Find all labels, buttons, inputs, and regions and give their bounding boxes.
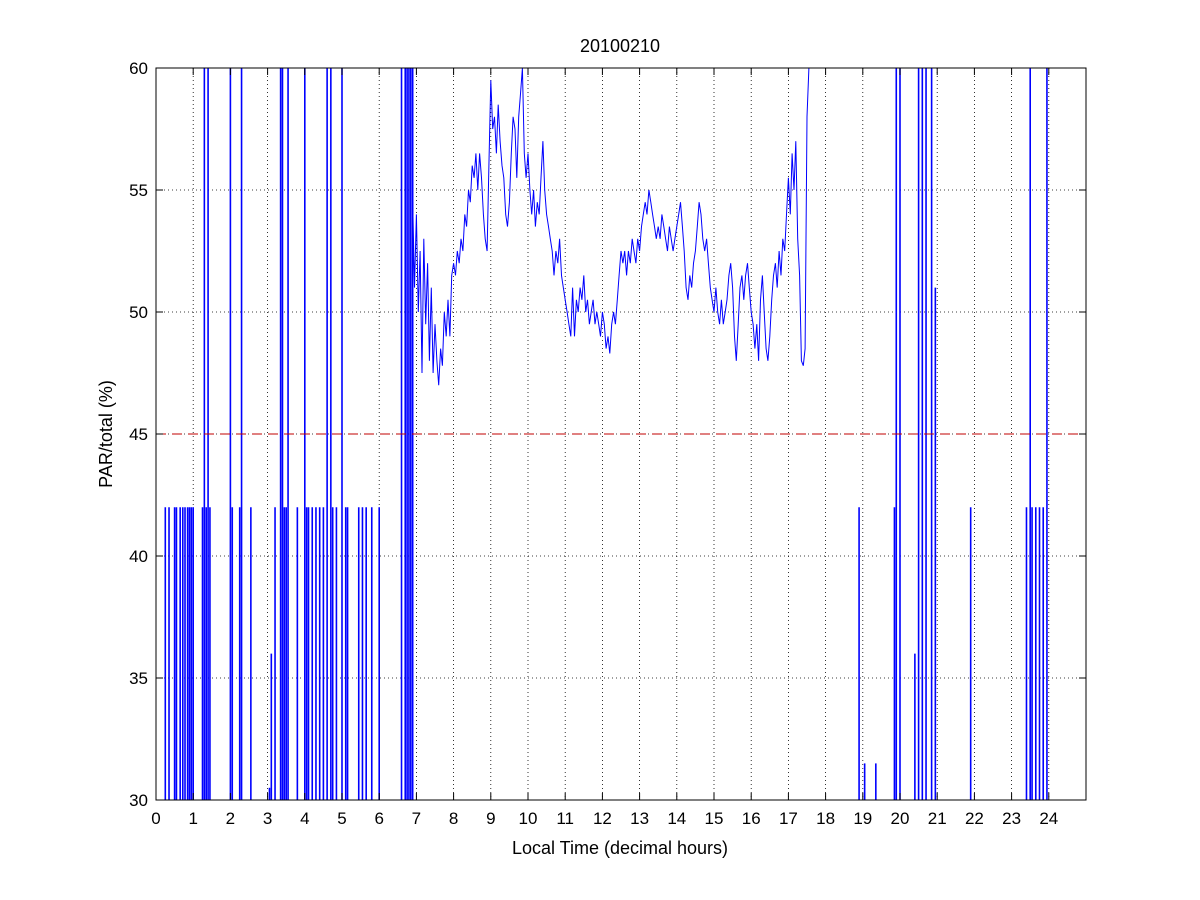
y-tick-label: 55	[129, 181, 148, 200]
x-tick-label: 5	[337, 809, 346, 828]
x-tick-label: 7	[412, 809, 421, 828]
chart-title: 20100210	[580, 36, 660, 56]
series-layer	[156, 67, 1086, 800]
x-tick-label: 8	[449, 809, 458, 828]
x-tick-label: 17	[779, 809, 798, 828]
x-tick-label: 11	[556, 809, 574, 828]
ticks: 0 1 2 3 4 5 6 7 8 9 10 11 12 13 14 15 16 17 18 19 20 21 22 23 24…	[129, 59, 1086, 828]
y-tick-label: 50	[129, 303, 148, 322]
x-tick-label: 19	[853, 809, 872, 828]
x-tick-label: 20	[891, 809, 910, 828]
y-tick-label: 60	[129, 59, 148, 78]
x-tick-label: 6	[374, 809, 383, 828]
x-tick-label: 14	[667, 809, 686, 828]
x-tick-label: 21	[928, 809, 947, 828]
x-tick-label: 13	[630, 809, 649, 828]
y-tick-label: 45	[129, 425, 148, 444]
y-tick-label: 35	[129, 669, 148, 688]
y-tick-label: 40	[129, 547, 148, 566]
x-tick-label: 3	[263, 809, 272, 828]
x-axis-label: Local Time (decimal hours)	[512, 838, 728, 858]
x-tick-label: 10	[519, 809, 538, 828]
x-tick-label: 23	[1002, 809, 1021, 828]
y-axis-label: PAR/total (%)	[96, 380, 116, 488]
x-tick-label: 2	[226, 809, 235, 828]
x-tick-label: 4	[300, 809, 309, 828]
y-tick-label: 30	[129, 791, 148, 810]
x-tick-label: 0	[151, 809, 160, 828]
x-tick-label: 18	[816, 809, 835, 828]
x-tick-label: 24	[1039, 809, 1058, 828]
x-tick-label: 15	[705, 809, 724, 828]
x-tick-label: 1	[188, 809, 197, 828]
x-tick-label: 16	[742, 809, 761, 828]
x-tick-label: 22	[965, 809, 984, 828]
ratio-line	[412, 67, 810, 386]
x-tick-label: 12	[593, 809, 612, 828]
x-tick-label: 9	[486, 809, 495, 828]
